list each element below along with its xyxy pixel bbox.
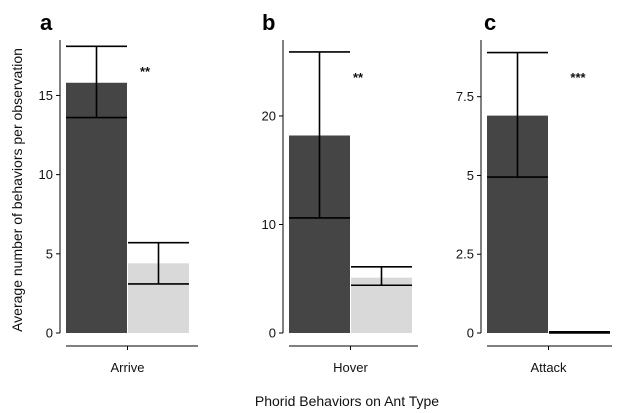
y-tick-label: 15 — [39, 88, 53, 103]
panel-c: c 0 2.5 5 7.5 *** Attack — [456, 10, 612, 375]
panel-letter-a: a — [40, 10, 53, 35]
y-tick-label: 0 — [46, 326, 53, 341]
y-axis-label: Average number of behaviors per observat… — [9, 48, 25, 332]
significance-marker: ** — [140, 64, 151, 79]
y-tick-label: 5 — [467, 168, 474, 183]
panels-group: a 0 5 10 15 ** Arrive b 0 10 20 ** Hover c 0 2.5 5 7.5 ***… — [39, 10, 612, 375]
y-tick-label: 0 — [467, 326, 474, 341]
y-tick-label: 2.5 — [456, 247, 474, 262]
panel-a: a 0 5 10 15 ** Arrive — [39, 10, 198, 375]
panel-letter-c: c — [484, 10, 496, 35]
significance-marker: ** — [353, 70, 364, 85]
x-tick-label-arrive: Arrive — [111, 360, 145, 375]
panel-letter-b: b — [262, 10, 275, 35]
x-tick-label-attack: Attack — [530, 360, 567, 375]
bar-a-1 — [66, 82, 127, 333]
y-tick-label: 20 — [262, 108, 276, 123]
x-tick-label-hover: Hover — [333, 360, 368, 375]
significance-marker: *** — [570, 70, 586, 85]
bar-b-2 — [351, 277, 412, 333]
panel-b: b 0 10 20 ** Hover — [262, 10, 418, 375]
y-tick-label: 0 — [269, 326, 276, 341]
y-tick-label: 10 — [262, 217, 276, 232]
x-axis-label: Phorid Behaviors on Ant Type — [255, 393, 439, 409]
y-tick-label: 5 — [46, 246, 53, 261]
y-tick-label: 10 — [39, 167, 53, 182]
y-tick-label: 7.5 — [456, 89, 474, 104]
